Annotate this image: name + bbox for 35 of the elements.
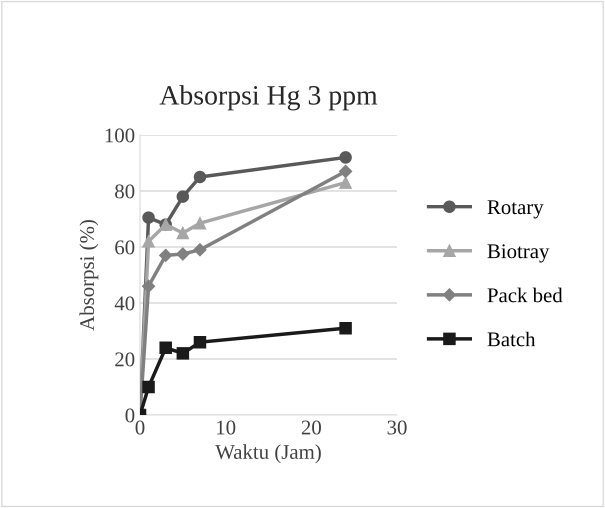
y-tick-label: 40 (114, 296, 134, 310)
y-tick-label: 0 (126, 408, 134, 422)
point (176, 226, 190, 240)
point (193, 243, 207, 256)
x-tick-label: 30 (388, 420, 407, 435)
point (194, 170, 206, 184)
point (142, 380, 155, 394)
y-tick-label: 100 (106, 128, 134, 142)
y-tick-label: 60 (115, 240, 134, 254)
legend-label: Biotray (488, 244, 550, 263)
chart-title: Absorpsi Hg 3 ppm (160, 85, 378, 110)
point (159, 248, 172, 262)
y-axis-title: Absorpsi (%) (79, 220, 98, 331)
legend-label: Rotary (488, 200, 544, 218)
x-tick-label: 20 (302, 420, 321, 435)
point (339, 164, 352, 178)
point (176, 190, 190, 203)
point (142, 211, 155, 224)
point (176, 347, 190, 360)
point (159, 342, 172, 354)
x-axis-title: Waktu (Jam) (215, 444, 321, 464)
y-tick-label: 80 (115, 184, 134, 198)
point (339, 176, 352, 189)
point (194, 216, 206, 230)
point (339, 322, 352, 334)
legend-label: Batch (488, 332, 536, 346)
point (176, 247, 190, 261)
point (339, 151, 352, 164)
y-tick-label: 20 (115, 352, 134, 366)
x-tick-label: 0 (136, 420, 144, 435)
point (142, 280, 156, 293)
point (142, 235, 155, 248)
point (194, 336, 206, 348)
legend-label: Pack bed (488, 288, 562, 302)
x-tick-label: 10 (217, 420, 236, 435)
